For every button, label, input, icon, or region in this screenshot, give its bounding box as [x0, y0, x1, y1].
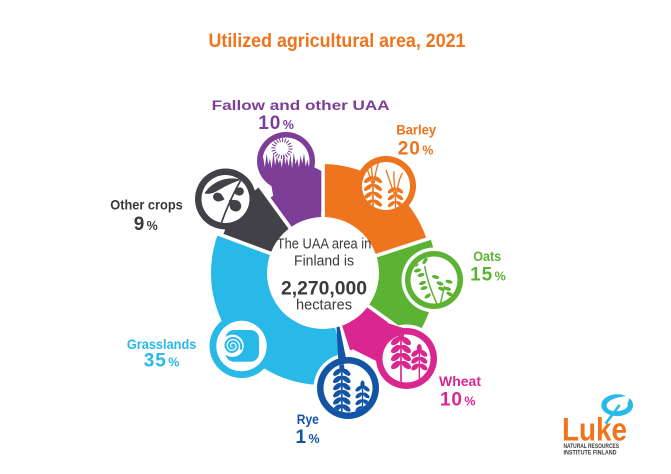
- svg-text:hectares: hectares: [296, 298, 352, 314]
- svg-text:20%: 20%: [398, 139, 434, 160]
- svg-text:Barley: Barley: [396, 122, 436, 138]
- svg-text:NATURAL RESOURCES: NATURAL RESOURCES: [564, 443, 620, 450]
- svg-text:Finland is: Finland is: [294, 254, 354, 270]
- svg-text:10%: 10%: [258, 113, 294, 134]
- svg-text:Rye: Rye: [297, 411, 319, 427]
- svg-text:The UAA area in: The UAA area in: [277, 237, 372, 253]
- svg-text:INSTITUTE FINLAND: INSTITUTE FINLAND: [564, 450, 617, 457]
- svg-text:1%: 1%: [296, 427, 321, 448]
- svg-text:9%: 9%: [134, 214, 159, 235]
- svg-text:10%: 10%: [440, 390, 476, 411]
- svg-text:Luke: Luke: [562, 412, 627, 448]
- svg-text:Grasslands: Grasslands: [127, 336, 197, 352]
- svg-text:Fallow and other UAA: Fallow and other UAA: [212, 97, 390, 113]
- svg-text:Utilized agricultural area, 20: Utilized agricultural area, 2021: [209, 31, 466, 52]
- svg-text:Wheat: Wheat: [439, 373, 481, 389]
- svg-text:2,270,000: 2,270,000: [281, 278, 367, 300]
- svg-text:15%: 15%: [470, 265, 506, 286]
- svg-text:Oats: Oats: [473, 248, 501, 264]
- svg-text:35%: 35%: [144, 351, 180, 372]
- svg-text:Other crops: Other crops: [110, 197, 183, 213]
